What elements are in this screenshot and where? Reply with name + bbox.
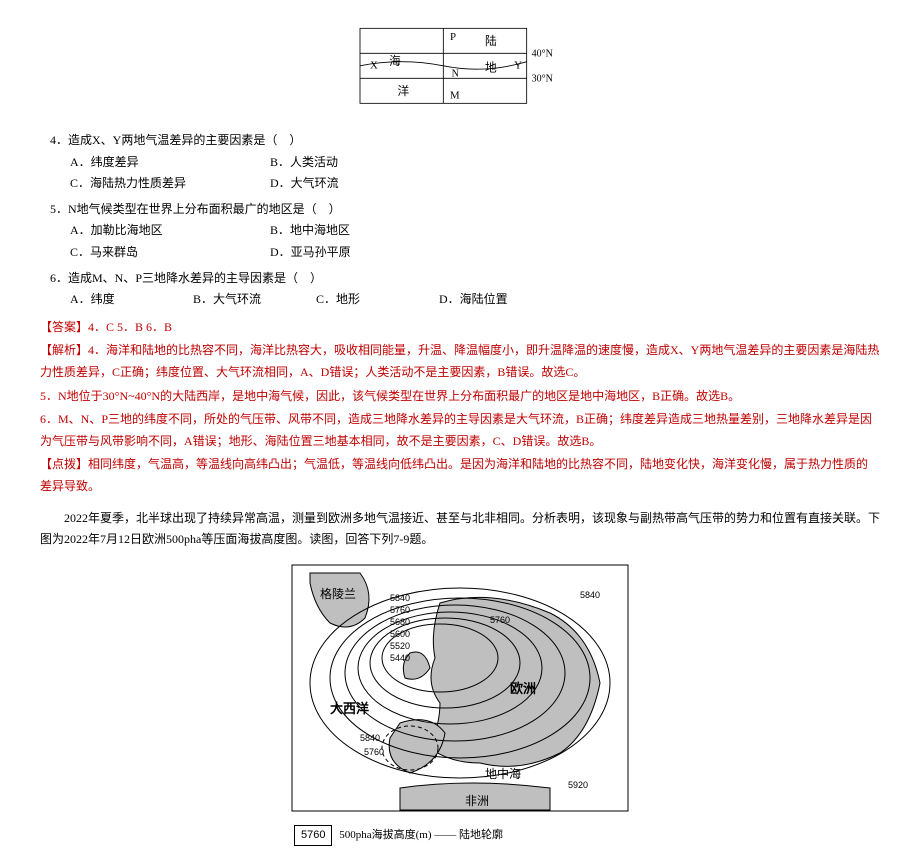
q6-opt-a: A．纬度 [70,289,190,311]
q6-opt-c: C．地形 [316,289,436,311]
map-label-africa: 非洲 [465,794,489,808]
map-label-med: 地中海 [485,766,521,781]
svg-text:5680: 5680 [390,617,410,627]
svg-text:5760: 5760 [364,747,384,757]
map-label-atlantic: 大西洋 [330,701,369,716]
svg-text:5840: 5840 [360,733,380,743]
question-4: 4．造成X、Y两地气温差异的主要因素是（ ） A．纬度差异 B．人类活动 C．海… [40,130,880,195]
map-legend: 5760 500pha海拔高度(m) —— 陆地轮廓 [290,825,630,847]
q4-opt-a: A．纬度差异 [70,152,270,174]
analysis-6: 6．M、N、P三地的纬度不同，所处的气压带、风带不同，造成三地降水差异的主导因素… [40,409,880,452]
q6-opt-d: D．海陆位置 [439,289,559,311]
q6-opt-b: B．大气环流 [193,289,313,311]
legend-value: 5760 [294,825,332,847]
question-5: 5．N地气候类型在世界上分布面积最广的地区是（ ） A．加勒比海地区 B．地中海… [40,199,880,264]
svg-text:5920: 5920 [568,780,588,790]
label-sea: 海 [389,54,401,68]
q4-opt-b: B．人类活动 [270,152,470,174]
analysis-4: 【解析】4．海洋和陆地的比热容不同，海洋比热容大，吸收相同能量，升温、降温幅度小… [40,340,880,383]
label-land-top: 陆 [485,34,497,48]
q5-opt-c: C．马来群岛 [70,242,270,264]
q5-opt-a: A．加勒比海地区 [70,220,270,242]
label-land-right: 地 [485,62,497,75]
label-y: Y [514,59,522,71]
svg-text:5600: 5600 [390,629,410,639]
legend-text: 500pha海拔高度(m) —— 陆地轮廓 [339,829,503,841]
label-40n: 40°N [532,49,553,60]
tip: 【点拨】相同纬度，气温高，等温线向高纬凸出；气温低，等温线向低纬凸出。是因为海洋… [40,454,880,497]
map-label-greenland: 格陵兰 [320,586,356,601]
label-p: P [450,31,456,43]
q5-opt-b: B．地中海地区 [270,220,470,242]
label-x: X [370,59,378,71]
label-m: M [450,89,460,101]
label-30n: 30°N [532,74,553,85]
europe-500pha-map: 格陵兰 大西洋 欧洲 地中海 非洲 5840 5760 5680 5600 55… [290,563,630,847]
answers-head: 【答案】4．C 5．B 6．B [40,317,880,339]
q4-stem: 4．造成X、Y两地气温差异的主要因素是（ ） [50,130,880,152]
map-label-europe: 欧洲 [510,681,536,696]
answer-block: 【答案】4．C 5．B 6．B 【解析】4．海洋和陆地的比热容不同，海洋比热容大… [40,317,880,498]
ocean-land-diagram: P 陆 X 海 N 地 Y 洋 M 40°N 30°N [350,20,570,120]
svg-text:5760: 5760 [390,605,410,615]
q6-stem: 6．造成M、N、P三地降水差异的主导因素是（ ） [50,268,880,290]
svg-text:5440: 5440 [390,653,410,663]
q5-stem: 5．N地气候类型在世界上分布面积最广的地区是（ ） [50,199,880,221]
passage-7-9: 2022年夏季，北半球出现了持续异常高温，测量到欧洲多地气温接近、甚至与北非相同… [40,508,880,551]
q4-opt-d: D．大气环流 [270,173,470,195]
label-n: N [452,69,459,80]
svg-text:5520: 5520 [390,641,410,651]
svg-text:5840: 5840 [580,590,600,600]
analysis-5: 5．N地位于30°N~40°N的大陆西岸，是地中海气候，因此，该气候类型在世界上… [40,386,880,408]
question-6: 6．造成M、N、P三地降水差异的主导因素是（ ） A．纬度 B．大气环流 C．地… [40,268,880,311]
q5-opt-d: D．亚马孙平原 [270,242,470,264]
svg-text:5760: 5760 [490,615,510,625]
q4-opt-c: C．海陆热力性质差异 [70,173,270,195]
label-ocean: 洋 [398,84,410,98]
svg-text:5840: 5840 [390,593,410,603]
